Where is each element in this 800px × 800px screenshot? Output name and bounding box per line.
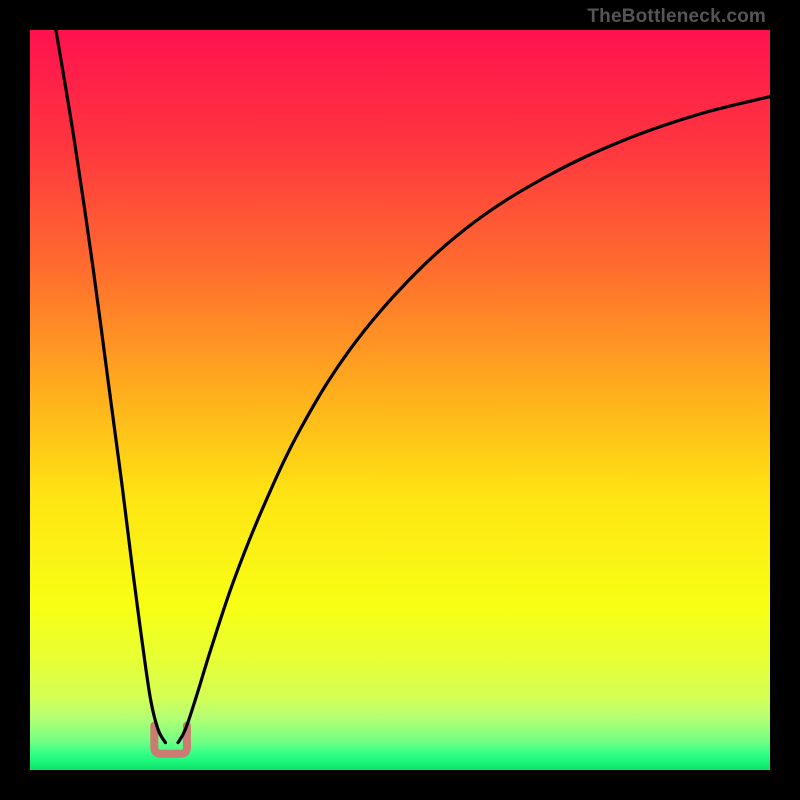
watermark-text: TheBottleneck.com (587, 6, 766, 28)
heatmap-gradient (30, 30, 770, 770)
chart-stage: TheBottleneck.com (0, 0, 800, 800)
